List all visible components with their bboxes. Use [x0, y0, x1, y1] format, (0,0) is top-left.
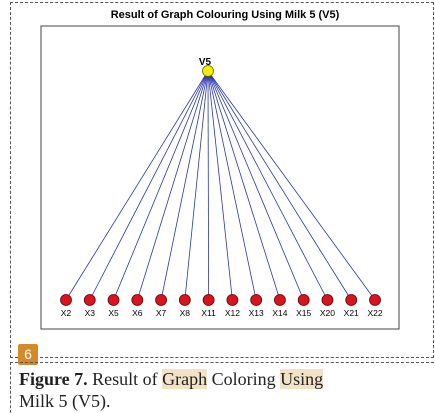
- node-label: X5: [108, 308, 119, 318]
- node: [297, 294, 310, 306]
- caption-label: Figure 7.: [19, 369, 88, 389]
- edge: [207, 70, 376, 301]
- node-label: X15: [296, 308, 311, 318]
- root-label: V5: [199, 57, 212, 68]
- figure-title: Result of Graph Colouring Using Milk 5 (…: [111, 9, 340, 21]
- node-label: X3: [85, 308, 96, 318]
- edge: [207, 70, 210, 301]
- node-label: X7: [156, 308, 167, 318]
- node-label: X21: [344, 308, 359, 318]
- node-label: X22: [367, 308, 382, 318]
- edge: [207, 70, 281, 301]
- caption-text: Milk 5 (V5).: [19, 391, 111, 411]
- node: [83, 294, 96, 306]
- edge: [160, 70, 209, 301]
- caption: Figure 7. Result of Graph Coloring Using…: [10, 362, 434, 413]
- caption-text: Graph: [162, 369, 208, 389]
- node: [274, 294, 286, 306]
- edge: [207, 70, 328, 301]
- node: [250, 294, 263, 306]
- node-label: X12: [225, 308, 240, 318]
- node-label: X20: [320, 308, 335, 318]
- root-node: [202, 65, 214, 77]
- node: [345, 294, 358, 306]
- edge: [113, 70, 209, 301]
- figure: Result of Graph Colouring Using Milk 5 (…: [10, 2, 434, 358]
- edge: [89, 70, 209, 301]
- edge: [184, 70, 209, 301]
- edge: [207, 70, 352, 301]
- caption-text: Result of: [87, 369, 163, 389]
- plot-frame: [40, 25, 400, 330]
- badge: 6: [18, 344, 38, 365]
- node: [155, 294, 167, 306]
- node: [131, 294, 144, 306]
- node: [107, 294, 120, 306]
- node-label: X6: [132, 308, 143, 318]
- node: [321, 294, 334, 306]
- edge: [207, 70, 305, 301]
- edge: [65, 70, 209, 301]
- caption-text: Using: [280, 369, 324, 389]
- node: [202, 294, 215, 306]
- node: [369, 294, 381, 306]
- node: [226, 294, 239, 306]
- edge: [136, 70, 209, 301]
- node-label: X13: [249, 308, 264, 318]
- node-label: X2: [61, 308, 72, 318]
- node: [178, 294, 191, 306]
- graph: Result of Graph Colouring Using Milk 5 (…: [40, 9, 400, 330]
- edge: [207, 70, 257, 301]
- node-label: X11: [201, 308, 216, 318]
- node-label: X8: [180, 308, 191, 318]
- caption-text: Coloring: [207, 369, 281, 389]
- node-label: X14: [272, 308, 287, 318]
- edge: [207, 70, 233, 301]
- node: [60, 294, 72, 306]
